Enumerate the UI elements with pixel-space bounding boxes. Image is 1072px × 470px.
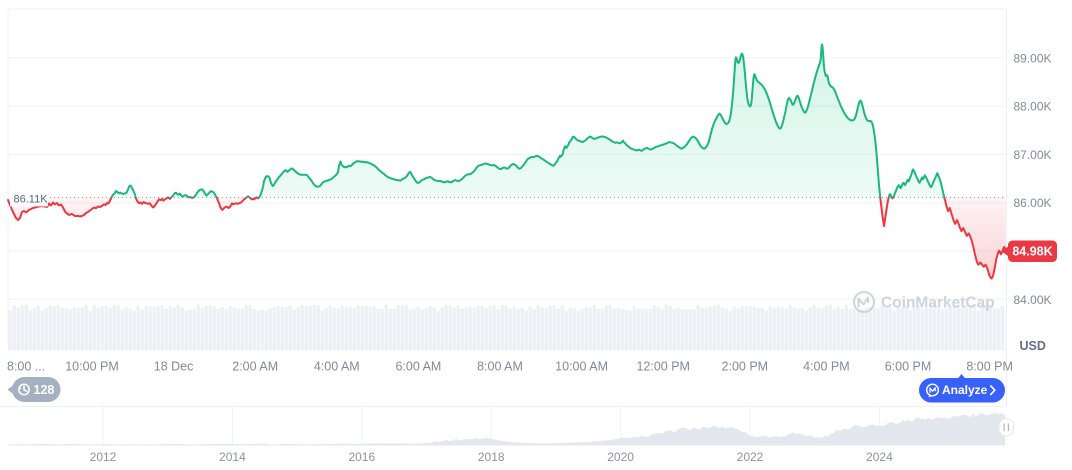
- svg-text:2012: 2012: [90, 450, 117, 464]
- svg-text:2018: 2018: [478, 450, 505, 464]
- svg-text:2020: 2020: [607, 450, 634, 464]
- svg-text:8:00 ...: 8:00 ...: [7, 360, 45, 374]
- svg-text:86.00K: 86.00K: [1014, 196, 1052, 210]
- svg-text:10:00 AM: 10:00 AM: [555, 360, 608, 374]
- svg-text:88.00K: 88.00K: [1014, 100, 1052, 114]
- svg-text:128: 128: [34, 383, 55, 397]
- svg-text:2016: 2016: [348, 450, 375, 464]
- svg-text:8:00 AM: 8:00 AM: [477, 360, 523, 374]
- svg-text:2024: 2024: [866, 450, 893, 464]
- svg-text:2014: 2014: [219, 450, 246, 464]
- svg-text:10:00 PM: 10:00 PM: [65, 360, 119, 374]
- svg-text:Analyze: Analyze: [942, 383, 988, 397]
- svg-text:CoinMarketCap: CoinMarketCap: [881, 295, 995, 312]
- svg-text:2:00 PM: 2:00 PM: [722, 360, 769, 374]
- svg-text:84.00K: 84.00K: [1014, 293, 1052, 307]
- svg-text:2:00 AM: 2:00 AM: [232, 360, 278, 374]
- svg-text:12:00 PM: 12:00 PM: [636, 360, 690, 374]
- svg-text:18 Dec: 18 Dec: [154, 360, 194, 374]
- svg-text:8:00 PM: 8:00 PM: [966, 360, 1013, 374]
- svg-text:84.98K: 84.98K: [1012, 245, 1052, 259]
- svg-text:87.00K: 87.00K: [1014, 148, 1052, 162]
- svg-text:89.00K: 89.00K: [1014, 51, 1052, 65]
- svg-text:86.11K: 86.11K: [14, 194, 49, 206]
- svg-text:4:00 PM: 4:00 PM: [803, 360, 850, 374]
- svg-text:4:00 AM: 4:00 AM: [314, 360, 360, 374]
- svg-text:6:00 AM: 6:00 AM: [395, 360, 441, 374]
- svg-text:2022: 2022: [737, 450, 764, 464]
- svg-text:USD: USD: [1020, 339, 1046, 353]
- svg-text:6:00 PM: 6:00 PM: [885, 360, 932, 374]
